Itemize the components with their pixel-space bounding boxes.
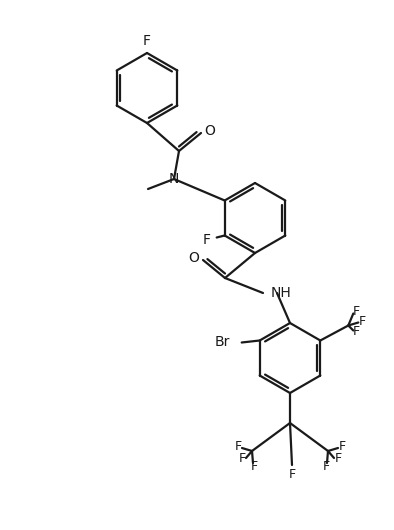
Text: N: N [169, 172, 179, 186]
Text: F: F [238, 453, 245, 465]
Text: F: F [322, 460, 329, 473]
Text: F: F [288, 469, 296, 481]
Text: F: F [234, 439, 242, 453]
Text: F: F [353, 325, 360, 338]
Text: F: F [359, 315, 366, 328]
Text: O: O [204, 124, 216, 138]
Text: F: F [335, 453, 342, 465]
Text: F: F [338, 439, 346, 453]
Text: F: F [251, 460, 258, 473]
Text: NH: NH [271, 286, 292, 300]
Text: F: F [143, 34, 151, 48]
Text: F: F [353, 305, 360, 318]
Text: Br: Br [214, 335, 230, 349]
Text: F: F [203, 233, 211, 246]
Text: O: O [189, 251, 199, 265]
